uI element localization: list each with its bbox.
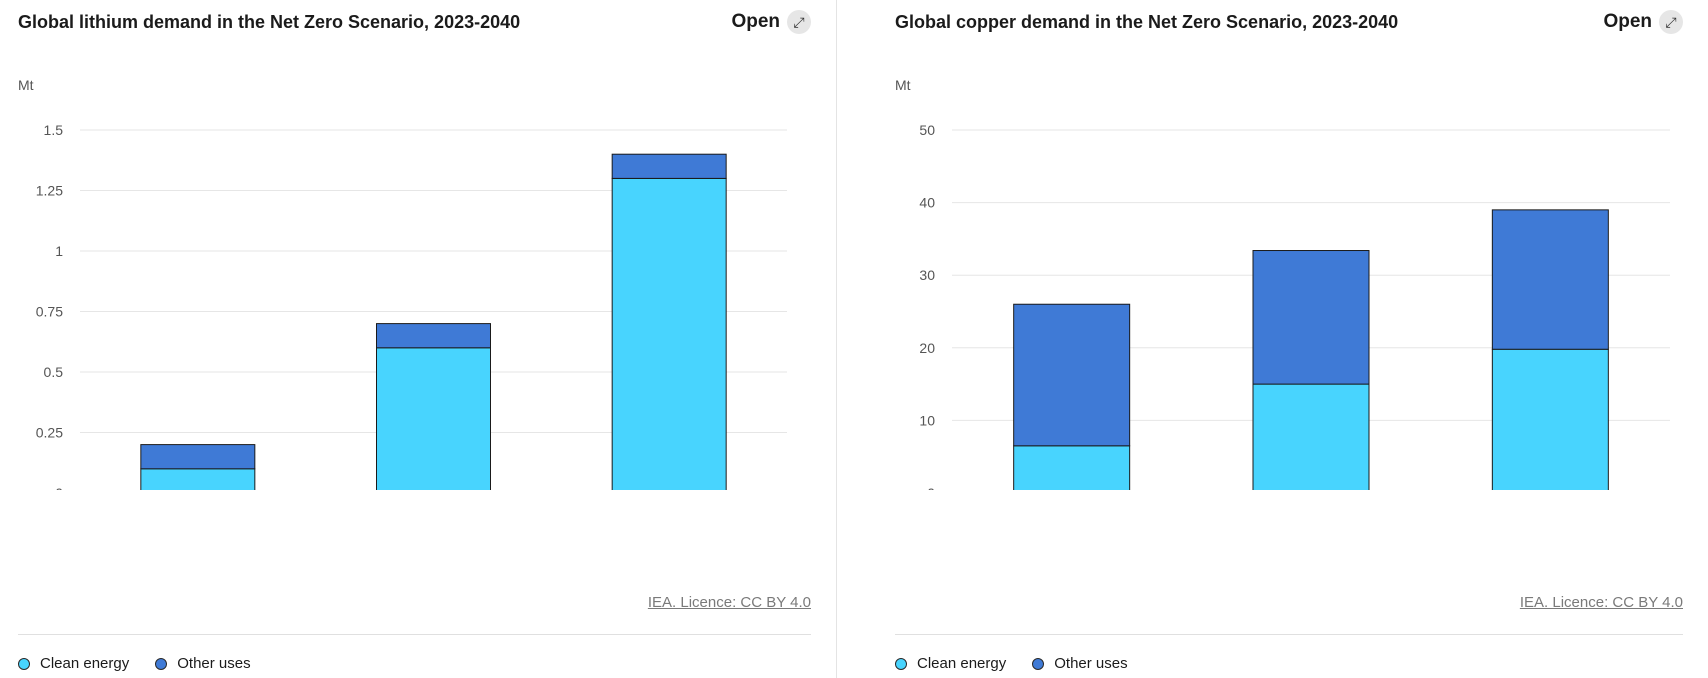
legend-item-other-uses[interactable]: Other uses	[1032, 655, 1128, 672]
legend-item-clean-energy[interactable]: Clean energy	[18, 655, 129, 672]
legend-item-other-uses[interactable]: Other uses	[155, 655, 251, 672]
open-button[interactable]: Open ⤢	[1603, 10, 1683, 34]
clean-energy-swatch	[18, 657, 30, 670]
bar-other-uses-2040[interactable]	[611, 153, 727, 179]
bar-clean-energy-2030[interactable]	[376, 347, 491, 490]
bar-other-uses-2030[interactable]	[1252, 250, 1370, 385]
lithium-chart-panel: Global lithium demand in the Net Zero Sc…	[0, 0, 837, 678]
bar-other-uses-2023[interactable]	[1013, 303, 1131, 447]
y-tick-label: 1.25	[36, 183, 63, 199]
open-button[interactable]: Open ⤢	[731, 10, 811, 34]
y-tick-label: 40	[919, 195, 935, 211]
licence-link[interactable]: IEA. Licence: CC BY 4.0	[1519, 594, 1683, 611]
bar-clean-energy-2040[interactable]	[611, 177, 727, 490]
y-tick-label: 50	[919, 122, 935, 138]
y-tick-label: 10	[919, 412, 935, 428]
copper-chart-panel: Global copper demand in the Net Zero Sce…	[877, 0, 1708, 678]
bar-clean-energy-2023[interactable]	[140, 468, 256, 490]
copper-bar-chart: 01020304050202320302040	[919, 122, 1670, 490]
bar-clean-energy-2040[interactable]	[1491, 348, 1609, 490]
clean-energy-swatch	[895, 657, 907, 670]
expand-icon[interactable]: ⤢	[1659, 10, 1683, 34]
bar-clean-energy-2023[interactable]	[1013, 445, 1131, 490]
legend-label: Clean energy	[917, 655, 1007, 672]
bar-other-uses-2023[interactable]	[140, 444, 256, 470]
legend-label: Clean energy	[40, 655, 130, 672]
other-uses-swatch	[1032, 657, 1045, 670]
y-tick-label: 0	[55, 485, 63, 490]
chart-title: Global lithium demand in the Net Zero Sc…	[18, 12, 521, 32]
y-tick-label: 0.75	[36, 304, 63, 320]
divider	[895, 634, 1683, 635]
legend-item-clean-energy[interactable]: Clean energy	[895, 655, 1006, 672]
y-tick-label: 1	[55, 243, 63, 259]
open-label: Open	[731, 11, 780, 32]
y-tick-label: 1.5	[44, 122, 64, 138]
y-tick-label: 0.5	[44, 364, 64, 380]
bar-other-uses-2030[interactable]	[376, 323, 491, 349]
y-axis-unit: Mt	[895, 77, 911, 93]
chart-title: Global copper demand in the Net Zero Sce…	[895, 12, 1399, 32]
licence-link[interactable]: IEA. Licence: CC BY 4.0	[647, 594, 811, 611]
expand-icon[interactable]: ⤢	[787, 10, 811, 34]
legend: Clean energy Other uses	[18, 655, 277, 672]
bar-clean-energy-2030[interactable]	[1252, 383, 1370, 490]
legend-label: Other uses	[1054, 655, 1128, 672]
open-label: Open	[1603, 11, 1652, 32]
other-uses-swatch	[155, 657, 168, 670]
y-tick-label: 30	[919, 267, 935, 283]
legend: Clean energy Other uses	[895, 655, 1154, 672]
bar-other-uses-2040[interactable]	[1491, 209, 1609, 350]
y-axis-unit: Mt	[18, 77, 34, 93]
y-tick-label: 20	[919, 340, 935, 356]
divider	[18, 634, 811, 635]
y-tick-label: 0.25	[36, 425, 63, 441]
y-tick-label: 0	[927, 485, 935, 490]
legend-label: Other uses	[177, 655, 251, 672]
